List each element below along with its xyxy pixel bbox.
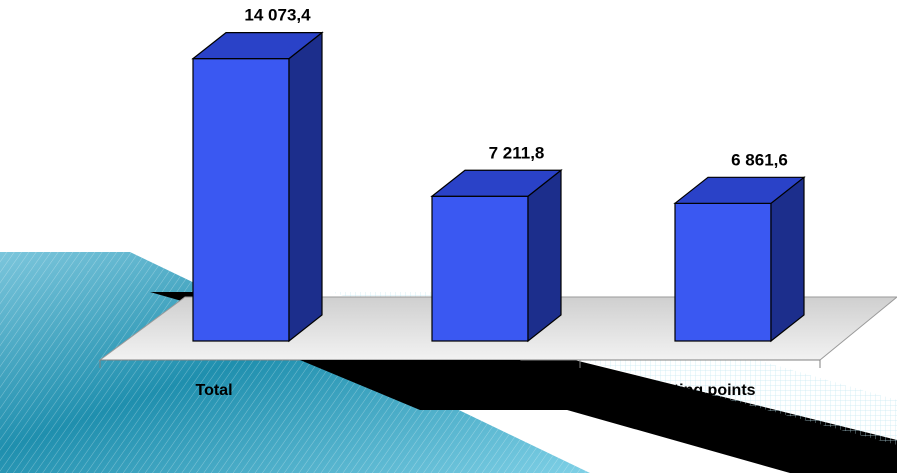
bar-top [673,176,806,204]
data-label-2: 6 861,6 [731,150,788,169]
bar-front [192,57,290,342]
bar-side [527,169,562,343]
bar-1 [430,169,563,343]
data-label-0: 14 073,4 [244,6,311,25]
bar-front [674,202,772,342]
black-stripe-overlay [300,360,600,410]
category-label-0: Total [195,382,232,399]
bars-group [191,31,806,343]
teal-arrow-hatch [0,252,590,473]
data-label-1: 7 211,8 [489,143,545,162]
bar-side [288,31,323,343]
category-label-2: Heating points [644,382,755,399]
bar-top [430,169,563,197]
bar-2 [673,176,806,343]
bar-front [431,195,529,342]
bar-side [770,176,805,343]
bar-top [191,31,324,60]
bar-0 [191,31,324,343]
